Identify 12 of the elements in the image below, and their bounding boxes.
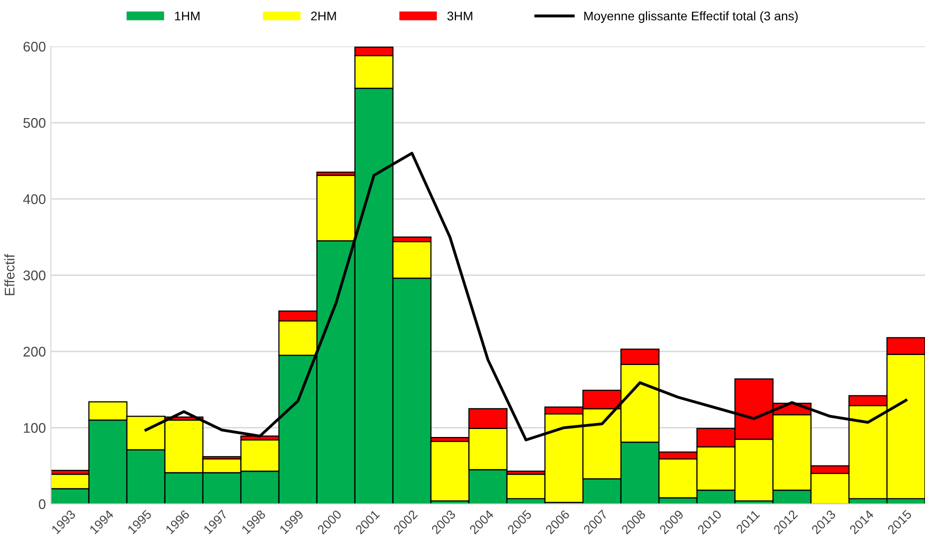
- legend-label: Moyenne glissante Effectif total (3 ans): [584, 11, 798, 23]
- legend-label: 2HM: [311, 12, 336, 20]
- y-axis-title: Effectif: [4, 254, 15, 296]
- y-tick-label: 400: [23, 194, 46, 204]
- y-tick-label: 300: [23, 270, 46, 280]
- legend-label: 1HM: [175, 12, 200, 20]
- y-tick-label: 200: [24, 346, 46, 357]
- legend-label: 3HM: [447, 12, 472, 20]
- y-tick-label: 500: [23, 118, 46, 128]
- y-tick-label: 0: [38, 499, 46, 510]
- y-tick-label: 100: [24, 423, 46, 433]
- y-tick-label: 600: [24, 42, 46, 52]
